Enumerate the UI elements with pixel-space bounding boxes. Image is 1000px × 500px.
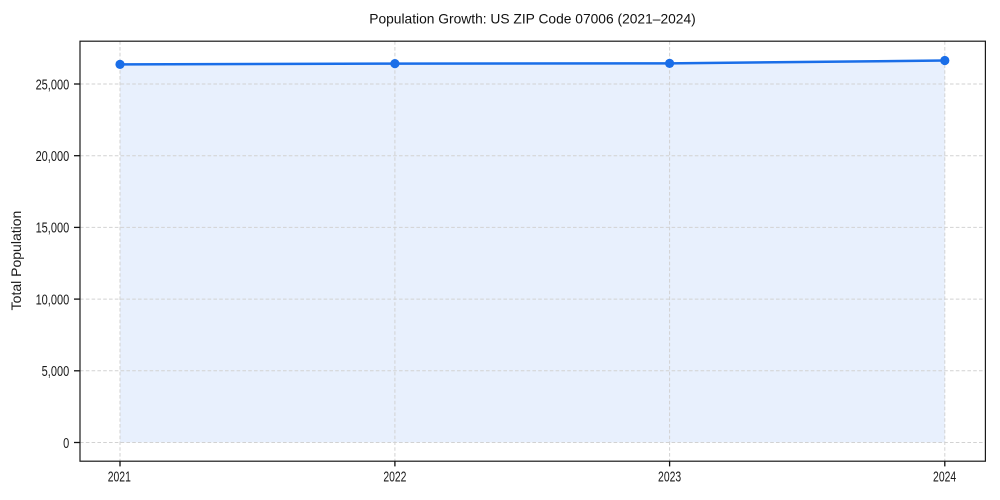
svg-text:5,000: 5,000 (42, 362, 70, 379)
svg-text:Population Growth: US ZIP Code: Population Growth: US ZIP Code 07006 (20… (369, 12, 695, 27)
svg-text:25,000: 25,000 (36, 76, 70, 93)
svg-text:2023: 2023 (658, 469, 681, 485)
svg-text:15,000: 15,000 (36, 219, 70, 236)
svg-text:Total Population: Total Population (8, 211, 24, 311)
svg-text:20,000: 20,000 (36, 147, 70, 164)
svg-text:2024: 2024 (933, 469, 956, 485)
svg-text:10,000: 10,000 (36, 291, 70, 308)
svg-text:0: 0 (63, 434, 69, 451)
svg-text:2022: 2022 (383, 469, 406, 485)
svg-text:2021: 2021 (108, 469, 131, 485)
